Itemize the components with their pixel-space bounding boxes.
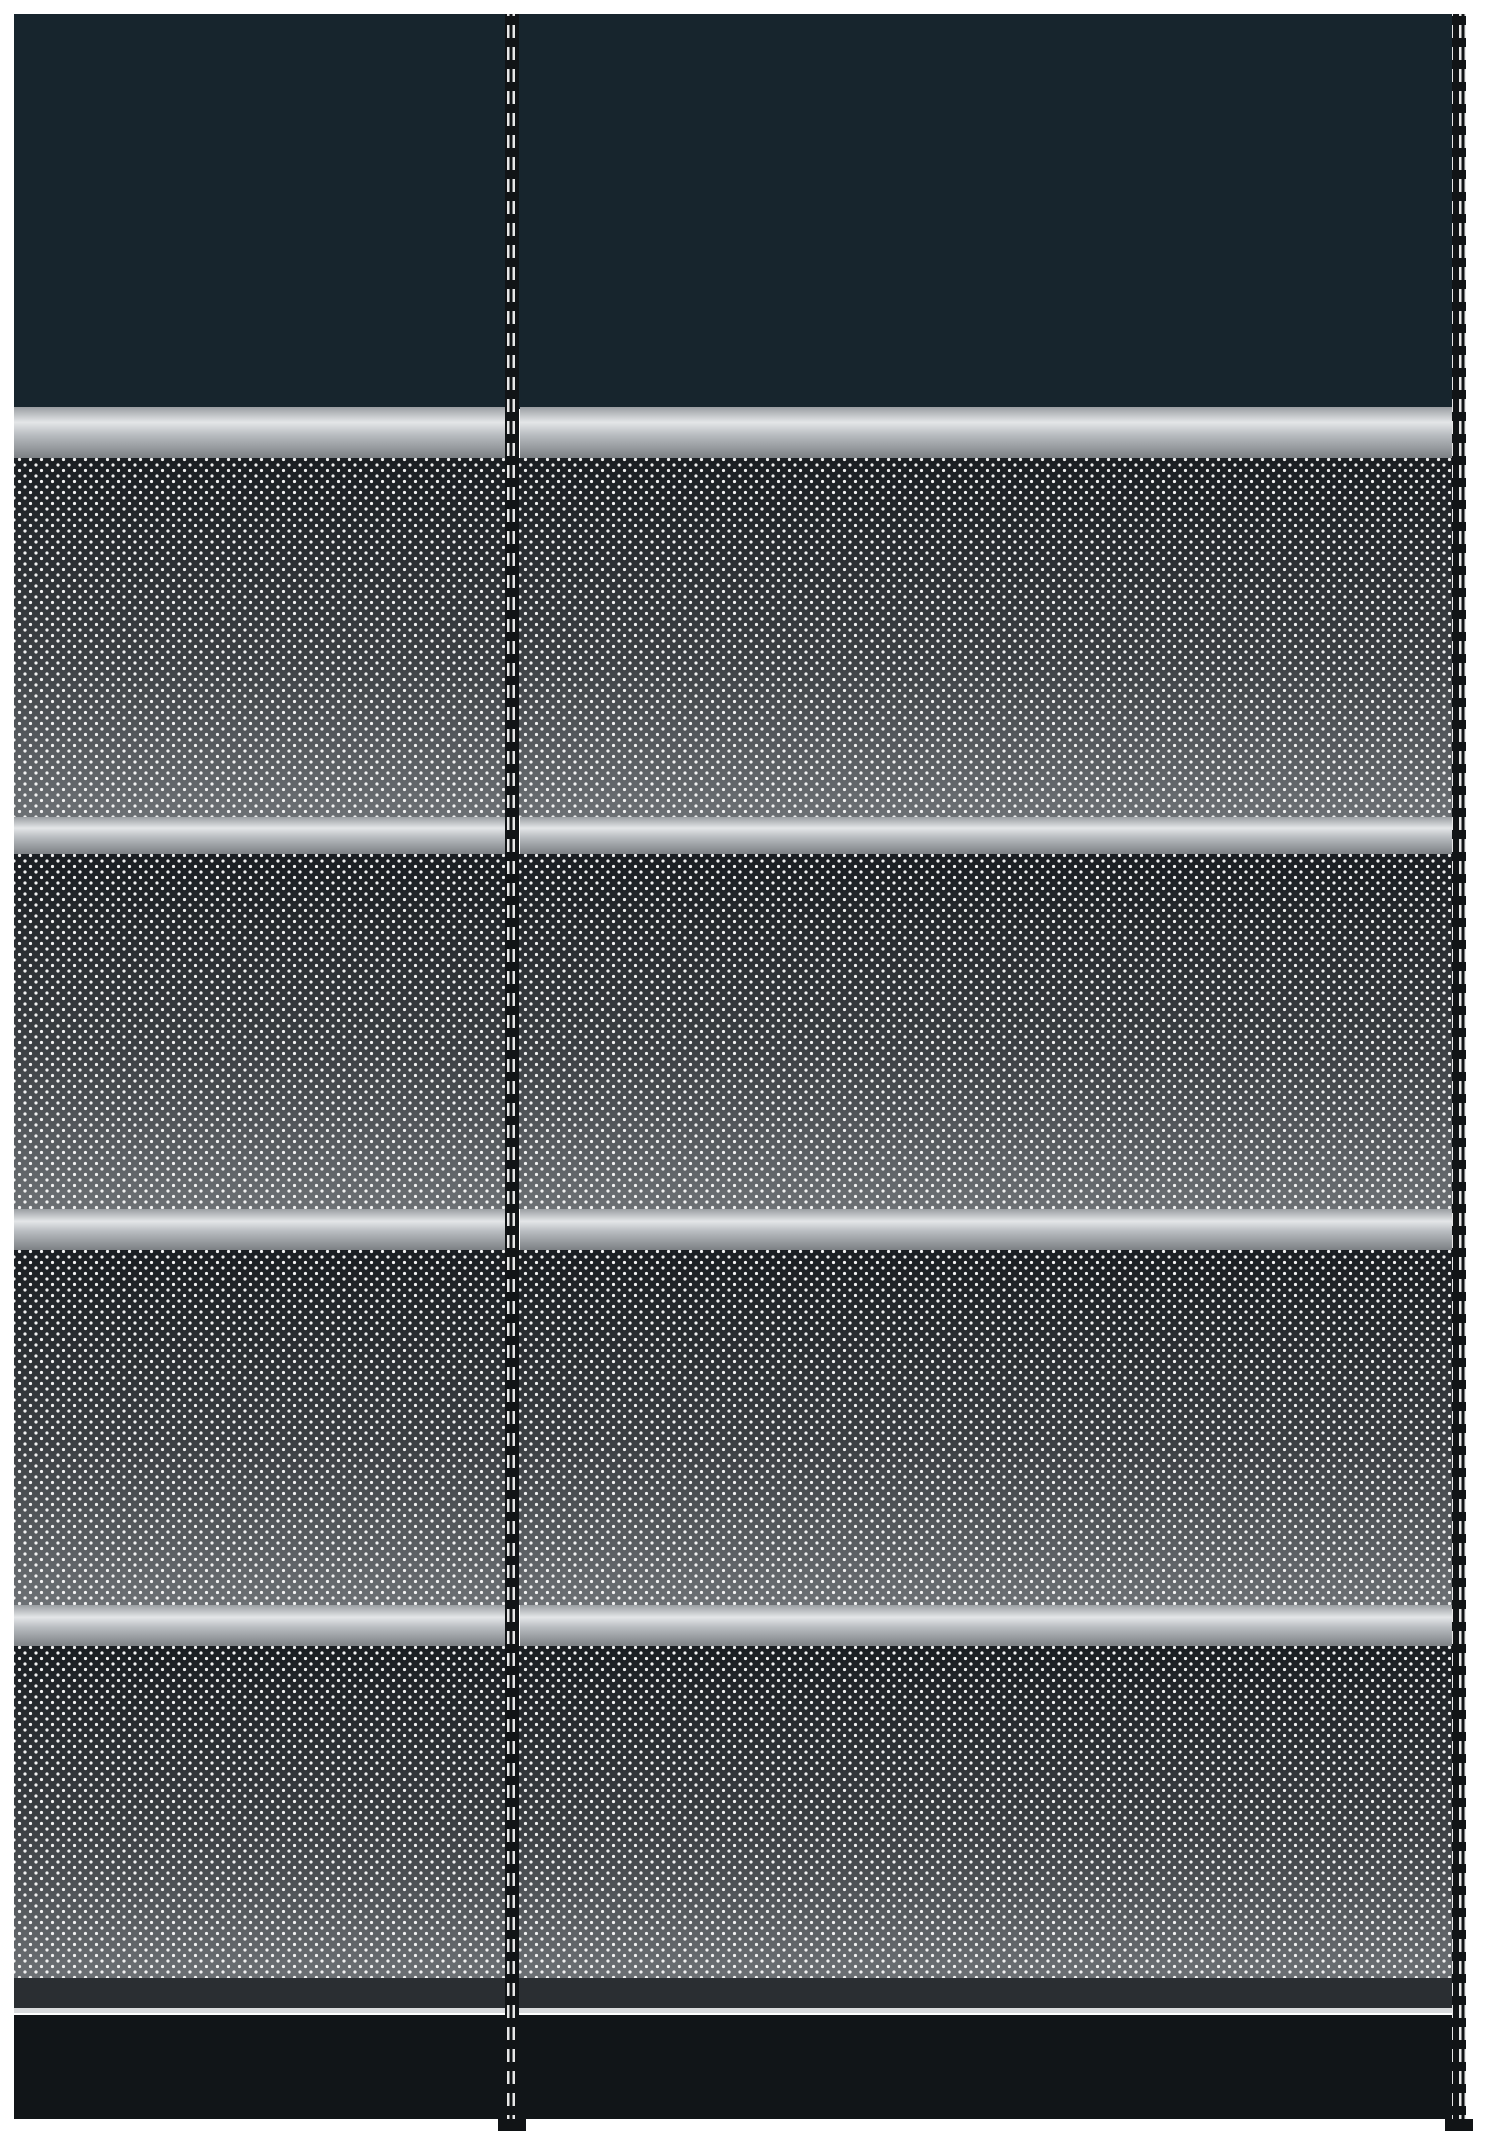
base-edge [14,2008,1454,2013]
shelf [14,407,505,458]
shelf [520,817,1454,854]
perforation [14,458,1454,817]
shelf [14,1605,505,1646]
shelf [520,407,1454,458]
shelving-photo [0,0,1489,2151]
shelf [14,1209,505,1250]
page [0,0,1489,2151]
kickplate [14,2015,1466,2119]
foot [498,2119,526,2131]
foot [1445,2119,1473,2131]
perforation [14,854,1454,1209]
upright [1452,14,1466,2119]
top-backboard [14,14,1466,409]
perforation [14,1646,1454,1978]
shelf [520,1209,1454,1250]
shelf [520,1605,1454,1646]
upright [505,14,519,2119]
base-shelf [14,1978,1454,2008]
perforation [14,1250,1454,1605]
shelf [14,817,505,854]
